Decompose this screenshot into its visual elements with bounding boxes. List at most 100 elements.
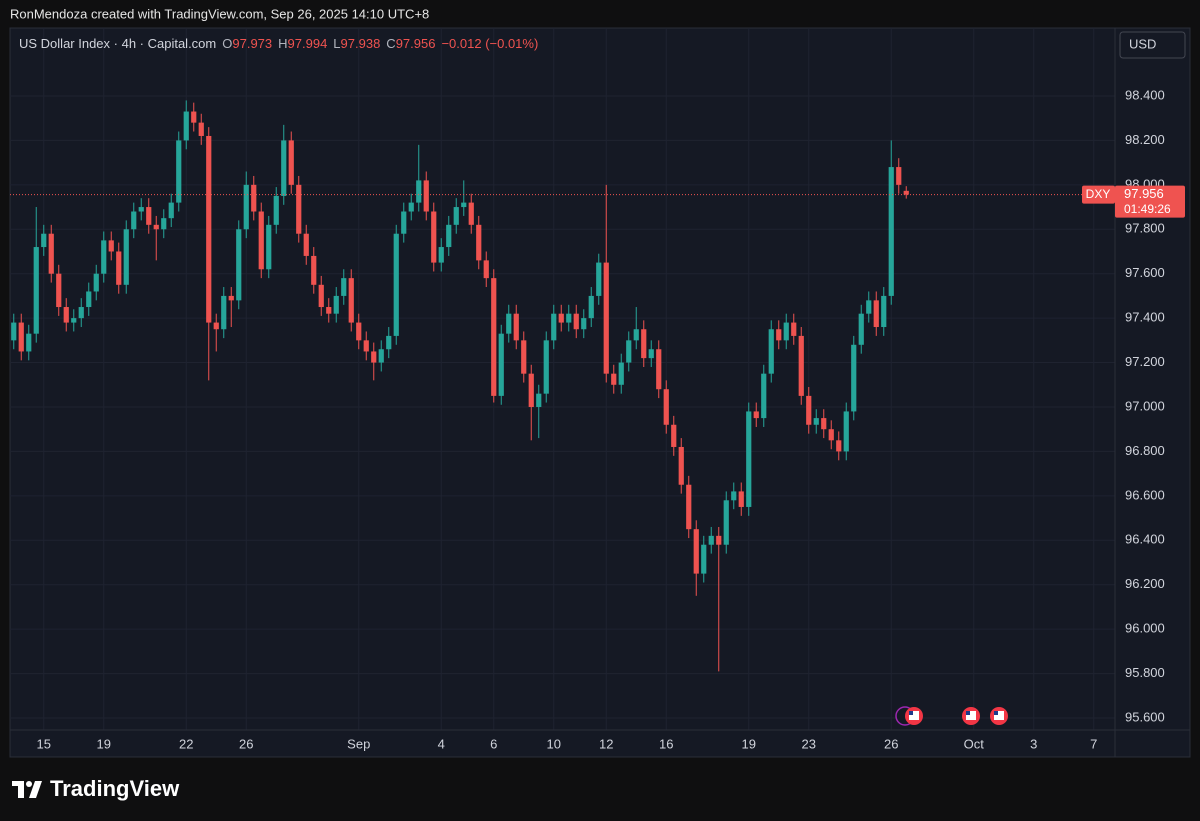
candle-body bbox=[461, 202, 467, 208]
candle-body bbox=[18, 322, 24, 352]
x-tick-label: Oct bbox=[964, 736, 985, 751]
candle-body bbox=[581, 318, 587, 330]
candle-body bbox=[903, 190, 909, 195]
candle-body bbox=[183, 111, 189, 141]
x-tick-label: 10 bbox=[547, 736, 561, 751]
x-tick-label: 12 bbox=[599, 736, 613, 751]
candle-body bbox=[393, 233, 399, 336]
currency-box[interactable] bbox=[1119, 31, 1186, 59]
logo-shape bbox=[29, 781, 42, 798]
candle-body bbox=[633, 329, 639, 341]
y-tick-label: 96.800 bbox=[1125, 443, 1165, 458]
candle-body bbox=[416, 180, 422, 203]
candle-body bbox=[498, 333, 504, 396]
candle-body bbox=[783, 322, 789, 341]
candle-body bbox=[243, 184, 249, 230]
candle-body bbox=[333, 295, 339, 314]
currency-label[interactable]: USD bbox=[1129, 36, 1156, 51]
flag bbox=[966, 711, 976, 720]
y-tick-label: 95.600 bbox=[1125, 709, 1165, 724]
candle-body bbox=[161, 218, 167, 230]
x-tick-label: 16 bbox=[659, 736, 673, 751]
logo-shape bbox=[18, 781, 24, 798]
x-tick-label: 19 bbox=[742, 736, 756, 751]
x-tick-label: 26 bbox=[884, 736, 898, 751]
y-tick-label: 96.200 bbox=[1125, 576, 1165, 591]
candle-body bbox=[363, 340, 369, 352]
candle-body bbox=[281, 140, 287, 196]
candle-body bbox=[423, 180, 429, 212]
candle-body bbox=[273, 195, 279, 225]
y-tick-label: 98.200 bbox=[1125, 132, 1165, 147]
candle-body bbox=[446, 224, 452, 248]
x-tick-label: 6 bbox=[490, 736, 497, 751]
candle-body bbox=[138, 207, 144, 212]
candle-body bbox=[71, 318, 77, 323]
candle-body bbox=[311, 255, 317, 285]
candle-body bbox=[348, 278, 354, 323]
candle-body bbox=[78, 307, 84, 319]
candle-body bbox=[48, 233, 54, 274]
candle-body bbox=[693, 529, 699, 574]
candle-body bbox=[386, 335, 392, 350]
brand-name: TradingView bbox=[50, 776, 180, 801]
candle-body bbox=[33, 247, 39, 334]
x-tick-label: 19 bbox=[97, 736, 111, 751]
candle-body bbox=[236, 229, 242, 301]
brand-logo bbox=[12, 781, 42, 798]
candle-body bbox=[228, 295, 234, 301]
candle-body bbox=[813, 418, 819, 425]
candle-body bbox=[341, 278, 347, 296]
candle-body bbox=[866, 300, 872, 314]
ohlc-value: 97.938 bbox=[340, 36, 381, 51]
candle-body bbox=[558, 313, 564, 323]
candle-body bbox=[671, 424, 677, 447]
y-tick-label: 96.000 bbox=[1125, 621, 1165, 636]
candle-body bbox=[776, 329, 782, 341]
candle-body bbox=[468, 202, 474, 225]
candle-body bbox=[288, 140, 294, 185]
candle-body bbox=[573, 313, 579, 330]
candle-body bbox=[551, 313, 557, 341]
candle-body bbox=[723, 500, 729, 545]
x-tick-label: 23 bbox=[802, 736, 816, 751]
candle-body bbox=[191, 111, 197, 123]
flag bbox=[994, 711, 1004, 720]
candle-body bbox=[761, 373, 767, 419]
x-tick-label: 22 bbox=[179, 736, 193, 751]
ohlc-value: 97.973 bbox=[232, 36, 273, 51]
ohlc-key: O bbox=[222, 36, 233, 51]
candles bbox=[11, 100, 909, 672]
candle-body bbox=[716, 535, 722, 545]
candle-body bbox=[56, 273, 62, 308]
candle-body bbox=[303, 233, 309, 256]
candle-body bbox=[753, 411, 759, 419]
candle-body bbox=[858, 313, 864, 345]
candle-body bbox=[536, 393, 542, 407]
x-tick-label: 15 bbox=[37, 736, 51, 751]
ohlc-key: L bbox=[333, 36, 341, 51]
candle-body bbox=[828, 429, 834, 441]
logo-shape bbox=[26, 781, 32, 787]
candle-body bbox=[431, 211, 437, 263]
candle-body bbox=[521, 340, 527, 374]
candle-body bbox=[318, 284, 324, 308]
candle-body bbox=[483, 260, 489, 279]
candle-body bbox=[851, 344, 857, 412]
candle-body bbox=[566, 313, 572, 323]
candle-body bbox=[708, 535, 714, 545]
candle-body bbox=[626, 340, 632, 363]
candle-body bbox=[836, 440, 842, 452]
countdown-label: 01:49:26 bbox=[1124, 202, 1171, 216]
x-tick-label: 3 bbox=[1030, 736, 1037, 751]
candle-body bbox=[663, 389, 669, 425]
candle-body bbox=[168, 202, 174, 219]
candle-body bbox=[678, 446, 684, 485]
candle-body bbox=[746, 411, 752, 507]
candle-body bbox=[123, 229, 129, 285]
candle-body bbox=[11, 322, 17, 341]
candle-body bbox=[768, 329, 774, 374]
candle-body bbox=[506, 313, 512, 334]
candle-body bbox=[176, 140, 182, 203]
candle-body bbox=[296, 184, 302, 234]
